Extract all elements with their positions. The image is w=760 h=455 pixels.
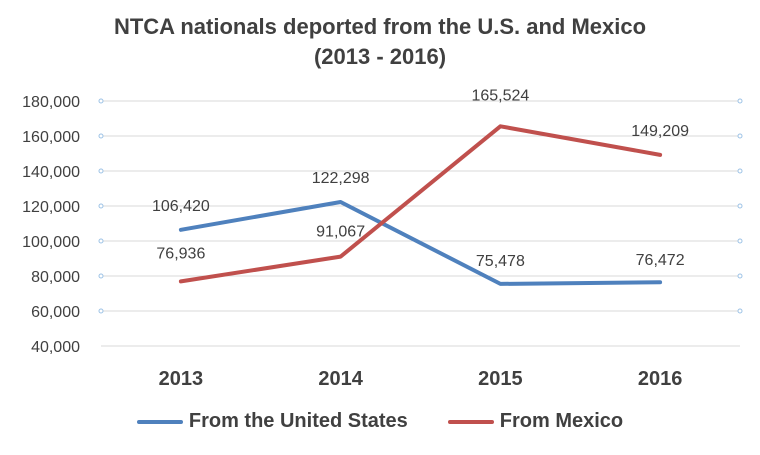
gridline-marker [98,133,104,139]
legend-label-mexico: From Mexico [499,410,624,432]
gridline-marker [737,273,743,279]
gridline-marker [98,273,104,279]
x-tick-label: 2016 [638,368,683,390]
data-label: 91,067 [316,224,365,241]
y-tick-label: 80,000 [31,269,80,286]
legend-item-mexico: From Mexico [447,410,624,433]
gridline-marker [737,133,743,139]
legend-item-us: From the United States [136,410,408,433]
plot-area: 40,000 60,000 80,000 100,000 120,000 140,000 1… [22,87,743,390]
data-label: 75,478 [476,253,525,270]
gridline-marker [98,168,104,174]
series-line-us [178,200,663,286]
x-tick-label: 2014 [318,368,363,390]
gridline-marker [98,203,104,209]
chart-title: NTCA nationals deported from the U.S. an… [113,14,647,39]
y-tick-label: 180,000 [22,94,80,111]
gridline-marker [98,308,104,314]
x-tick-label: 2015 [478,368,523,390]
legend-swatch-us [136,419,183,424]
gridline-marker [737,308,743,314]
gridline-marker [98,98,104,104]
x-tick-label: 2013 [159,368,204,390]
y-tick-label: 160,000 [22,129,80,146]
y-tick-label: 60,000 [31,304,80,321]
data-label: 122,298 [312,170,370,187]
y-tick-label: 120,000 [22,199,80,216]
y-tick-label: 140,000 [22,164,80,181]
legend: From the United States From Mexico [0,410,760,433]
data-label: 165,524 [471,87,529,104]
y-tick-label: 40,000 [31,339,80,356]
legend-label-us: From the United States [188,410,408,432]
gridline-marker [737,98,743,104]
gridline-marker [737,238,743,244]
y-tick-label: 100,000 [22,234,80,251]
legend-swatch-mexico [447,419,494,424]
series-line-mexico [178,124,663,284]
gridline-marker [98,238,104,244]
data-label: 76,472 [636,252,685,269]
data-label: 106,420 [152,198,210,215]
data-label: 76,936 [156,245,205,262]
chart-subtitle: (2013 - 2016) [313,44,447,69]
gridline-marker [737,203,743,209]
data-label: 149,209 [631,123,689,140]
gridline-marker [737,168,743,174]
